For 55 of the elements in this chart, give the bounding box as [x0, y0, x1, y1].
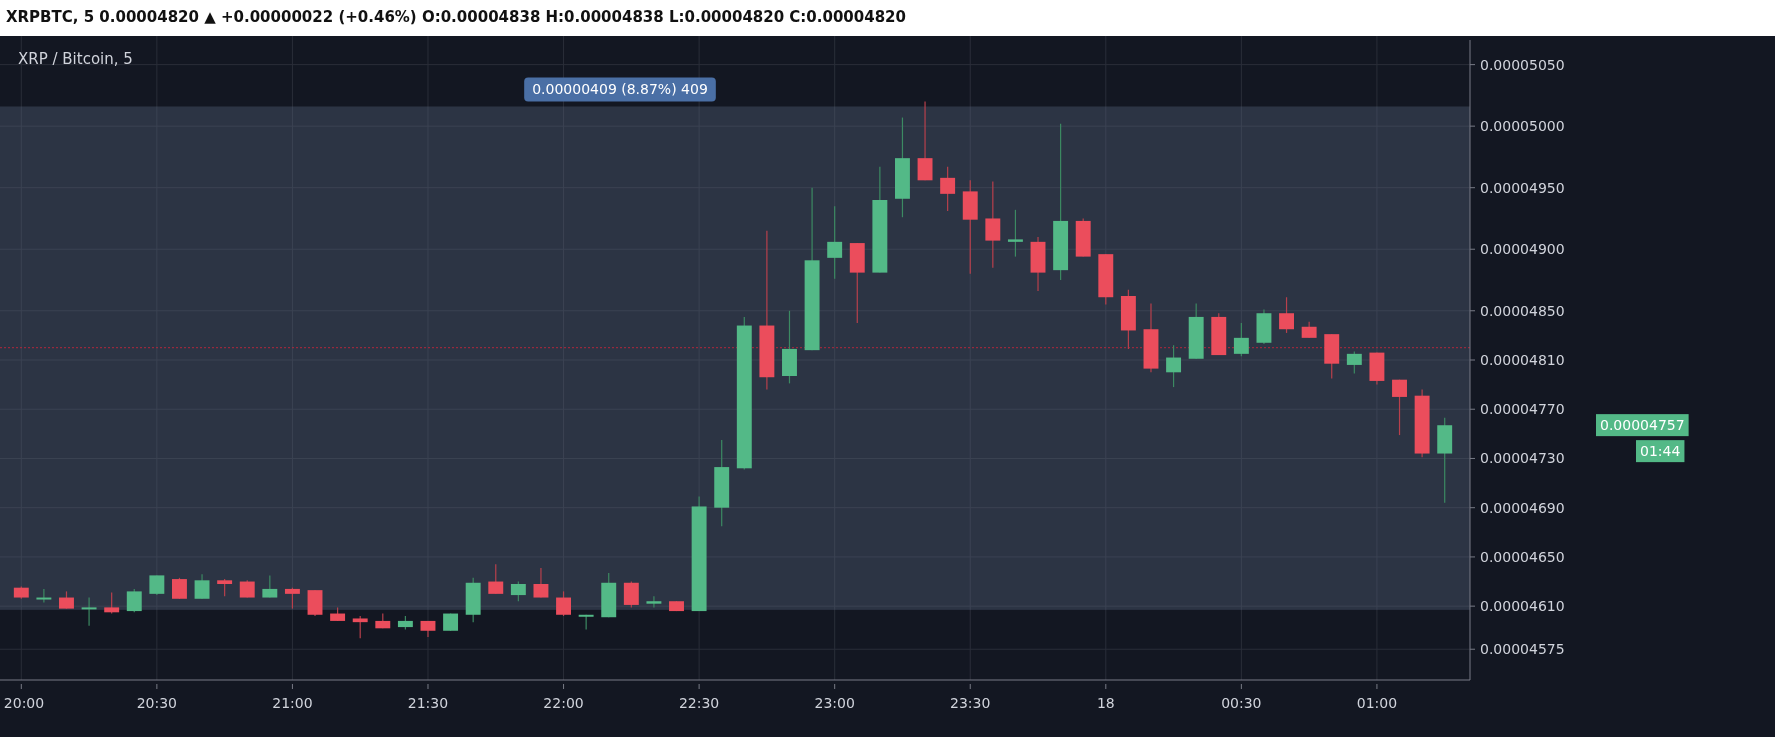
candlestick: [578, 614, 594, 631]
candlestick: [1392, 379, 1407, 436]
candlestick: [940, 166, 956, 212]
candlestick: [623, 580, 639, 608]
candlestick: [1007, 209, 1023, 258]
x-tick-label: 21:30: [407, 695, 449, 711]
candlestick: [194, 573, 210, 600]
y-tick-label: 0.00004575: [1480, 641, 1565, 658]
x-tick-label: 01:00: [1356, 695, 1398, 711]
candlestick: [1166, 344, 1182, 388]
y-tick-label: 0.00004810: [1480, 351, 1565, 368]
x-tick-label: 18: [1096, 695, 1115, 711]
candlestick: [352, 615, 368, 639]
y-tick-label: 0.00004610: [1480, 598, 1565, 615]
candlestick: [1279, 296, 1294, 334]
chart-subtitle: XRPBTC, 5 0.00004820 ▲ +0.00000022 (+0.46%) O:0.00004838 H:0.00004838 L:0.00004820 C:0.00004820: [6, 8, 906, 26]
band-label: 0.00000409 (8.87%) 409: [532, 81, 708, 98]
x-tick-label: 22:30: [678, 695, 720, 711]
candlestick: [149, 574, 165, 596]
candlestick: [1346, 350, 1362, 375]
text: XRP / Bitcoin, 5: [18, 50, 133, 68]
y-tick-label: 0.00004850: [1480, 302, 1565, 319]
y-tick-label: 0.00004900: [1480, 241, 1565, 258]
candlestick: [510, 580, 526, 602]
candlestick: [556, 590, 571, 617]
y-tick-label: 0.00004650: [1480, 548, 1565, 565]
candlestick: [827, 205, 843, 280]
candlestick: [533, 567, 549, 599]
y-tick-label: 0.00004690: [1480, 499, 1565, 516]
y-tick-label: 0.00005000: [1480, 118, 1565, 135]
candlestick: [262, 574, 278, 599]
x-tick-label: 23:00: [814, 695, 855, 711]
y-tick-label: 0.00004730: [1480, 450, 1565, 467]
candlestick: [104, 592, 120, 615]
candlestick: [284, 587, 300, 610]
candlestick: [36, 588, 52, 604]
y-tick-label: 0.00005050: [1480, 56, 1565, 73]
candlestick: [488, 563, 504, 595]
candlestick: [985, 180, 1001, 269]
text: 0.00004757: [1600, 417, 1685, 434]
x-tick-label: 00:30: [1221, 695, 1262, 711]
x-tick-label: 20:00: [3, 695, 45, 711]
candlestick: [172, 577, 187, 600]
candlestick: [646, 595, 662, 608]
candlestick: [126, 588, 142, 613]
x-tick-label: 21:00: [272, 695, 313, 711]
x-tick-label: 20:30: [136, 695, 178, 711]
candlestick: [917, 100, 933, 181]
candlestick: [81, 596, 97, 627]
text: 01:44: [1640, 443, 1681, 460]
y-tick-label: 0.00004770: [1480, 401, 1565, 418]
x-tick-label: 22:00: [543, 695, 584, 711]
candlestick: [1233, 322, 1249, 357]
y-tick-label: 0.00004950: [1480, 179, 1565, 196]
x-tick-label: 23:30: [950, 695, 991, 711]
